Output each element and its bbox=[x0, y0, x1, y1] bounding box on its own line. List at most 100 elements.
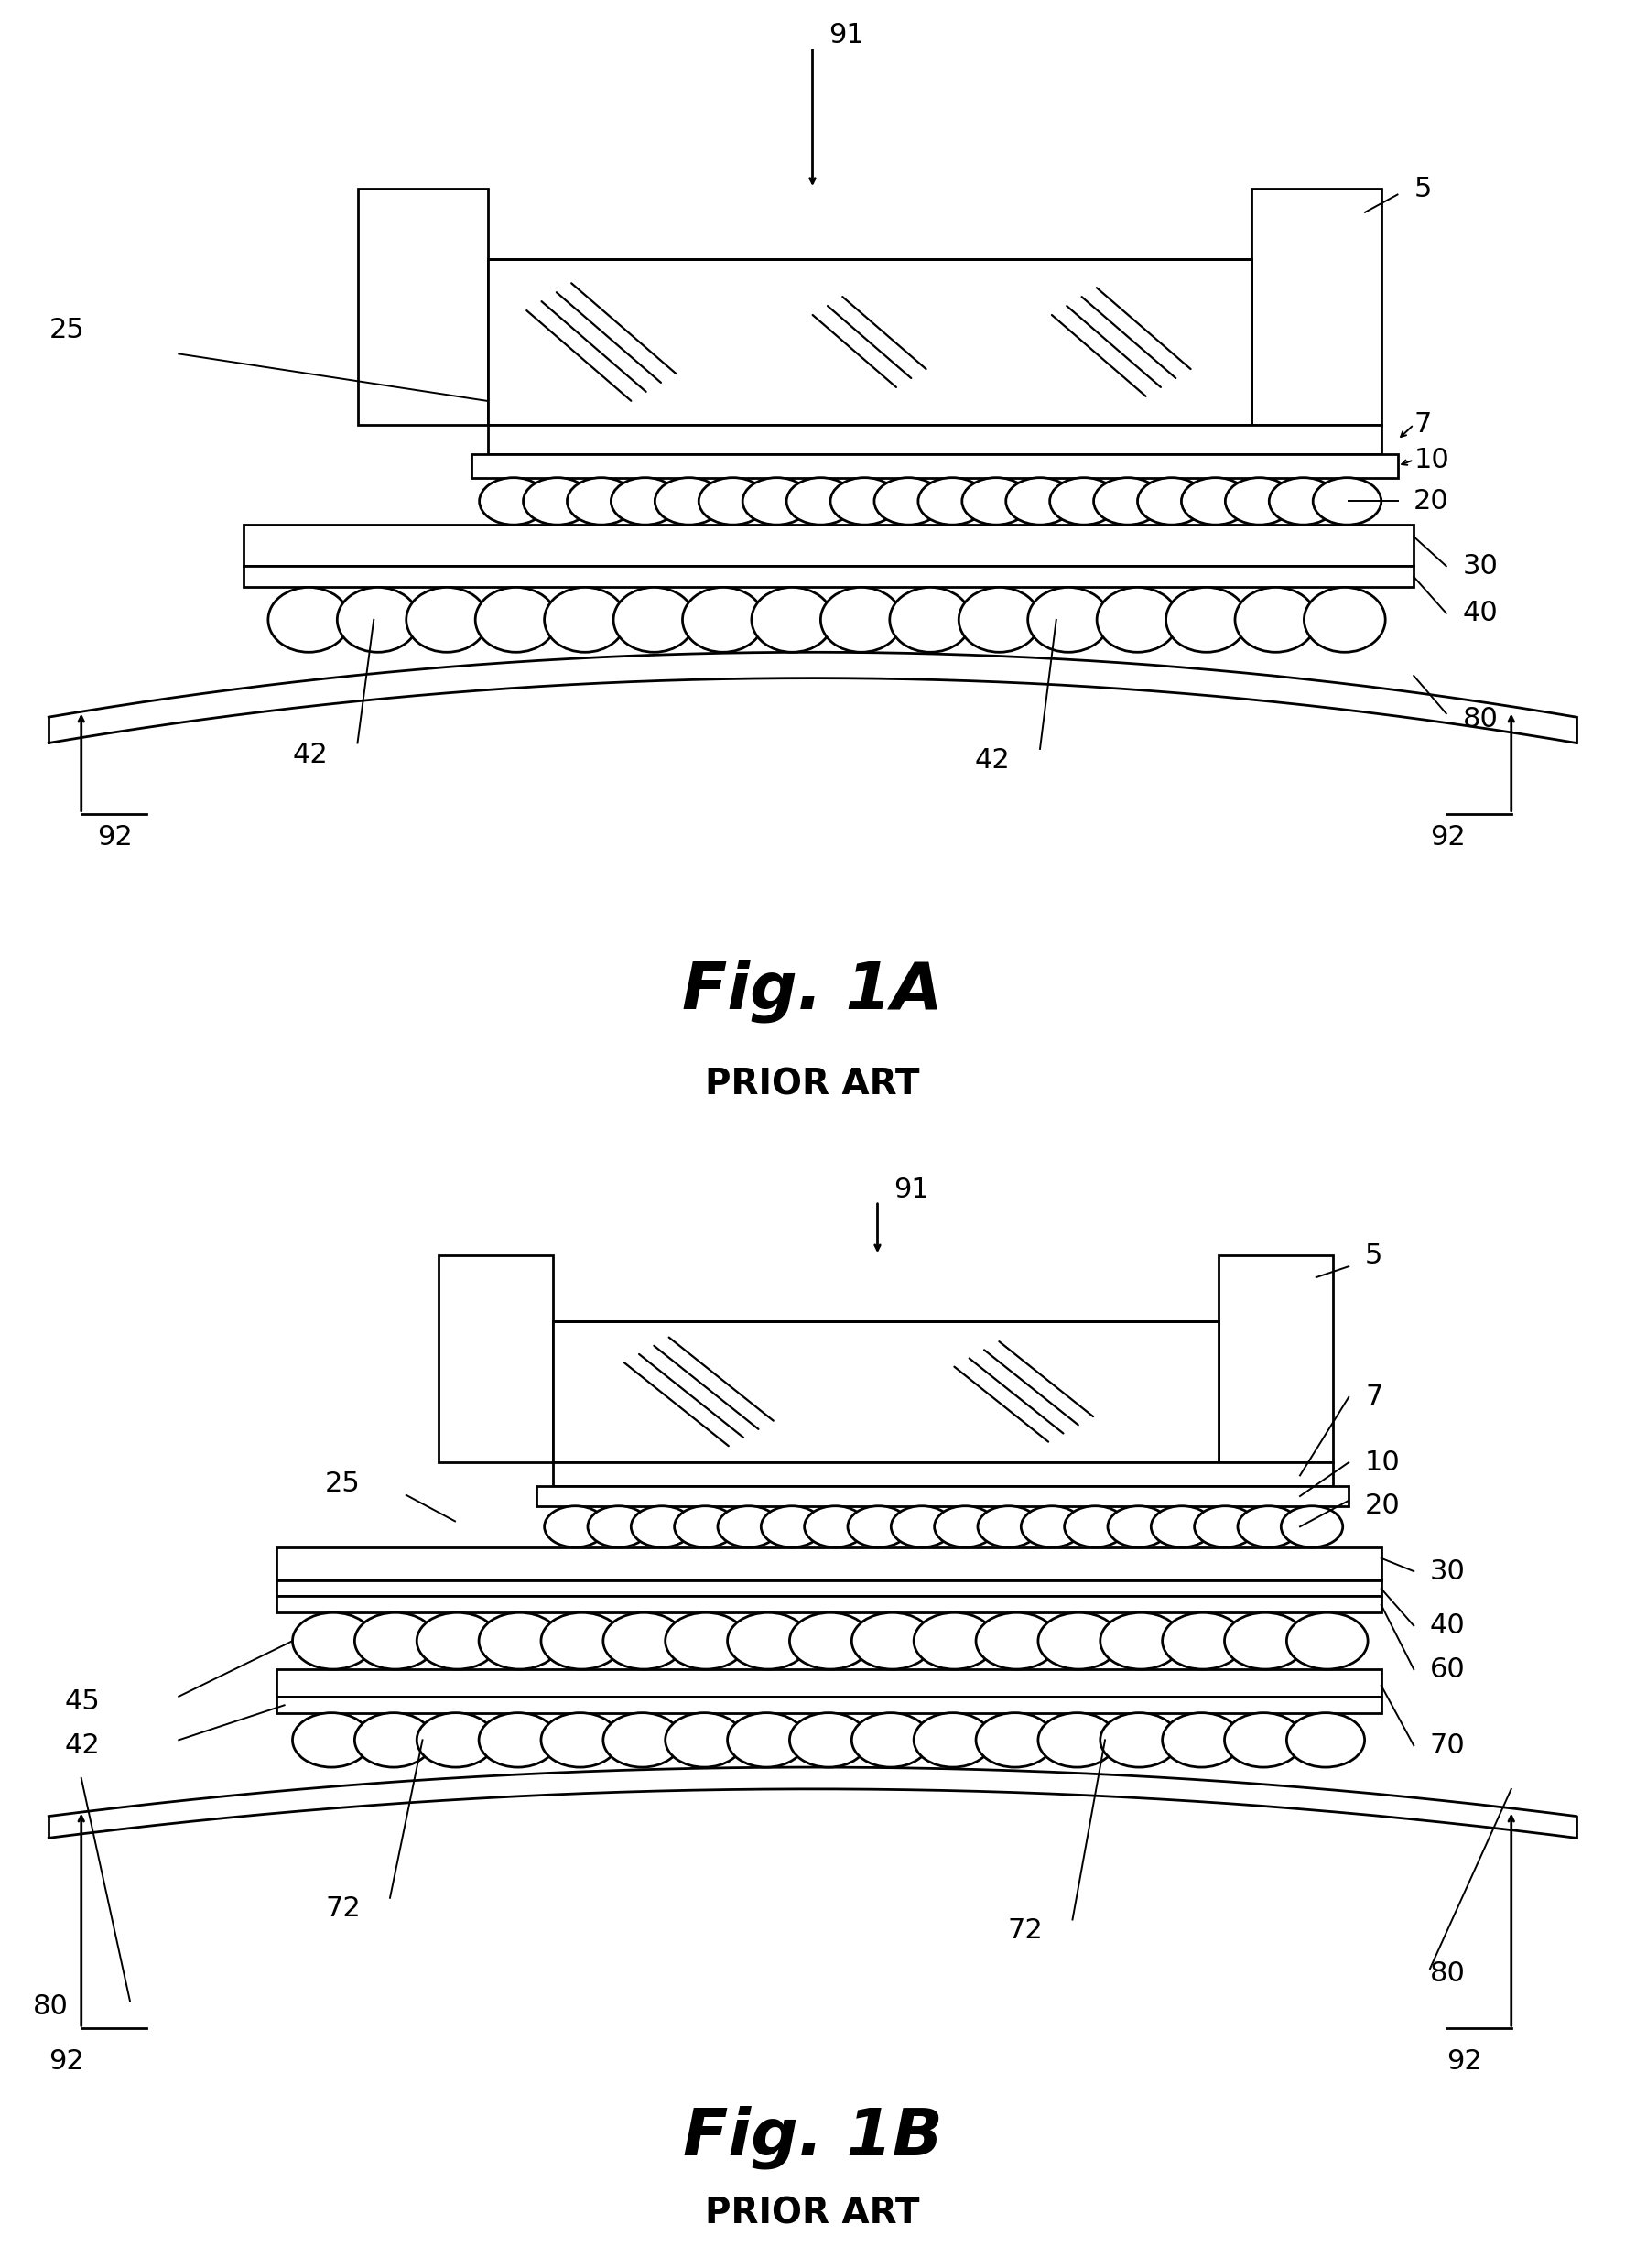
Ellipse shape bbox=[416, 1613, 497, 1669]
Ellipse shape bbox=[913, 1613, 994, 1669]
Ellipse shape bbox=[567, 479, 635, 524]
Bar bbox=[1251, 188, 1381, 424]
Text: 92: 92 bbox=[98, 823, 133, 850]
Ellipse shape bbox=[1108, 1506, 1170, 1547]
Ellipse shape bbox=[913, 1712, 991, 1767]
Ellipse shape bbox=[718, 1506, 780, 1547]
Bar bbox=[552, 1463, 1332, 1486]
Ellipse shape bbox=[1097, 587, 1178, 653]
Bar bbox=[488, 424, 1381, 454]
Ellipse shape bbox=[852, 1613, 933, 1669]
Bar bbox=[244, 567, 1414, 587]
Ellipse shape bbox=[1313, 479, 1381, 524]
Text: 40: 40 bbox=[1430, 1613, 1466, 1640]
Ellipse shape bbox=[1029, 587, 1108, 653]
Ellipse shape bbox=[614, 587, 696, 653]
Text: PRIOR ART: PRIOR ART bbox=[705, 2195, 920, 2232]
Ellipse shape bbox=[1050, 479, 1118, 524]
Text: 80: 80 bbox=[32, 1994, 68, 2021]
Ellipse shape bbox=[786, 479, 855, 524]
Bar bbox=[471, 454, 1398, 479]
Ellipse shape bbox=[959, 587, 1040, 653]
Ellipse shape bbox=[934, 1506, 996, 1547]
Ellipse shape bbox=[751, 587, 834, 653]
Bar bbox=[439, 1256, 553, 1463]
Text: 7: 7 bbox=[1365, 1383, 1383, 1411]
Ellipse shape bbox=[406, 587, 488, 653]
Text: 72: 72 bbox=[1008, 1916, 1043, 1944]
Ellipse shape bbox=[728, 1712, 806, 1767]
Ellipse shape bbox=[1225, 1712, 1303, 1767]
Text: 80: 80 bbox=[1462, 705, 1498, 733]
Ellipse shape bbox=[978, 1506, 1040, 1547]
Text: 25: 25 bbox=[325, 1472, 361, 1497]
Ellipse shape bbox=[479, 1712, 557, 1767]
Text: 42: 42 bbox=[975, 748, 1011, 773]
Ellipse shape bbox=[1181, 479, 1250, 524]
Text: 60: 60 bbox=[1430, 1656, 1466, 1683]
Text: 40: 40 bbox=[1462, 601, 1498, 626]
Ellipse shape bbox=[1225, 1613, 1306, 1669]
Ellipse shape bbox=[790, 1712, 868, 1767]
Text: 70: 70 bbox=[1430, 1733, 1466, 1758]
Ellipse shape bbox=[479, 479, 548, 524]
Ellipse shape bbox=[338, 587, 419, 653]
Bar bbox=[358, 188, 488, 424]
Ellipse shape bbox=[962, 479, 1030, 524]
Bar bbox=[488, 259, 1251, 424]
Text: Fig. 1B: Fig. 1B bbox=[682, 2105, 942, 2168]
Bar bbox=[276, 1696, 1381, 1712]
Bar bbox=[552, 1320, 1219, 1463]
Ellipse shape bbox=[544, 587, 626, 653]
Ellipse shape bbox=[354, 1613, 436, 1669]
Ellipse shape bbox=[292, 1613, 374, 1669]
Ellipse shape bbox=[1162, 1613, 1243, 1669]
Text: 20: 20 bbox=[1414, 488, 1450, 515]
Ellipse shape bbox=[890, 587, 972, 653]
Ellipse shape bbox=[523, 479, 592, 524]
Ellipse shape bbox=[804, 1506, 866, 1547]
Ellipse shape bbox=[977, 1613, 1058, 1669]
Ellipse shape bbox=[1269, 479, 1337, 524]
Text: 72: 72 bbox=[325, 1896, 361, 1921]
Ellipse shape bbox=[728, 1613, 809, 1669]
Bar bbox=[1219, 1256, 1332, 1463]
Ellipse shape bbox=[830, 479, 899, 524]
Text: 30: 30 bbox=[1430, 1558, 1466, 1585]
Ellipse shape bbox=[674, 1506, 736, 1547]
Text: 10: 10 bbox=[1414, 447, 1450, 474]
Ellipse shape bbox=[1238, 1506, 1300, 1547]
Ellipse shape bbox=[603, 1712, 681, 1767]
Bar bbox=[244, 524, 1414, 567]
Ellipse shape bbox=[1280, 1506, 1342, 1547]
Text: 91: 91 bbox=[894, 1177, 930, 1204]
Ellipse shape bbox=[1094, 479, 1162, 524]
Ellipse shape bbox=[655, 479, 723, 524]
Ellipse shape bbox=[268, 587, 349, 653]
Text: 92: 92 bbox=[1446, 2048, 1482, 2075]
Ellipse shape bbox=[665, 1613, 746, 1669]
Ellipse shape bbox=[1225, 479, 1294, 524]
Text: 20: 20 bbox=[1365, 1492, 1401, 1520]
Ellipse shape bbox=[1194, 1506, 1256, 1547]
Ellipse shape bbox=[1303, 587, 1385, 653]
Text: Fig. 1A: Fig. 1A bbox=[682, 959, 942, 1023]
Bar bbox=[276, 1547, 1381, 1581]
Ellipse shape bbox=[682, 587, 764, 653]
Bar bbox=[536, 1486, 1349, 1506]
Ellipse shape bbox=[1287, 1613, 1368, 1669]
Ellipse shape bbox=[476, 587, 556, 653]
Text: 7: 7 bbox=[1414, 411, 1432, 438]
Ellipse shape bbox=[760, 1506, 822, 1547]
Ellipse shape bbox=[890, 1506, 952, 1547]
Text: PRIOR ART: PRIOR ART bbox=[705, 1068, 920, 1102]
Ellipse shape bbox=[1038, 1712, 1116, 1767]
Ellipse shape bbox=[1064, 1506, 1126, 1547]
Ellipse shape bbox=[699, 479, 767, 524]
Ellipse shape bbox=[1162, 1712, 1240, 1767]
Text: 42: 42 bbox=[292, 742, 328, 769]
Ellipse shape bbox=[665, 1712, 743, 1767]
Bar bbox=[276, 1581, 1381, 1597]
Ellipse shape bbox=[1287, 1712, 1365, 1767]
Ellipse shape bbox=[541, 1613, 622, 1669]
